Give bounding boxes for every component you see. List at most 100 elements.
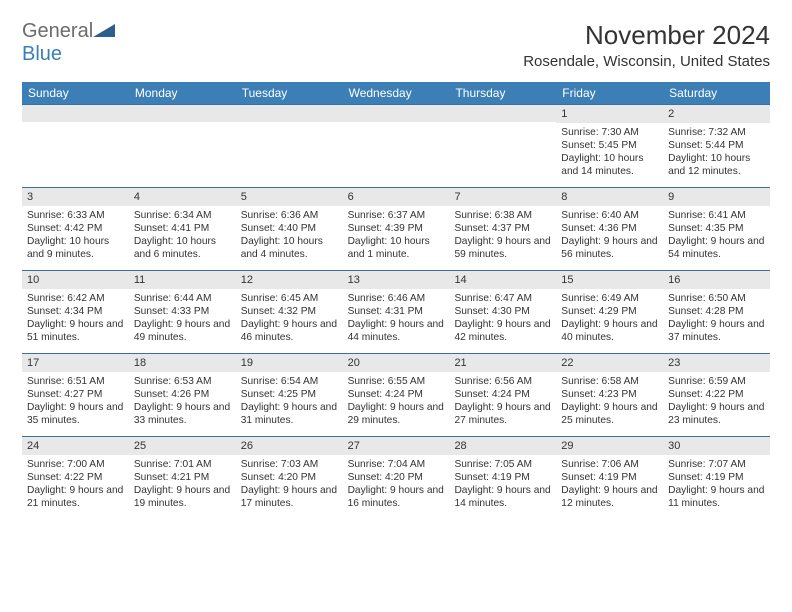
weekday-label: Sunday [22, 82, 129, 104]
sunrise-text: Sunrise: 6:50 AM [668, 292, 765, 305]
day-info: Sunrise: 6:47 AMSunset: 4:30 PMDaylight:… [449, 289, 556, 348]
day-number: 22 [556, 354, 663, 372]
day-info: Sunrise: 6:50 AMSunset: 4:28 PMDaylight:… [663, 289, 770, 348]
sunset-text: Sunset: 4:23 PM [561, 388, 658, 401]
day-number: 26 [236, 437, 343, 455]
day-info: Sunrise: 6:36 AMSunset: 4:40 PMDaylight:… [236, 206, 343, 265]
sunset-text: Sunset: 5:45 PM [561, 139, 658, 152]
sunrise-text: Sunrise: 6:36 AM [241, 209, 338, 222]
sunrise-text: Sunrise: 7:06 AM [561, 458, 658, 471]
weekday-header: SundayMondayTuesdayWednesdayThursdayFrid… [22, 82, 770, 104]
day-number: 5 [236, 188, 343, 206]
day-info: Sunrise: 6:58 AMSunset: 4:23 PMDaylight:… [556, 372, 663, 431]
weeks-container: 1Sunrise: 7:30 AMSunset: 5:45 PMDaylight… [22, 104, 770, 519]
day-cell: 14Sunrise: 6:47 AMSunset: 4:30 PMDayligh… [449, 271, 556, 353]
day-number [449, 105, 556, 122]
day-info: Sunrise: 7:01 AMSunset: 4:21 PMDaylight:… [129, 455, 236, 514]
daylight-text: Daylight: 10 hours and 1 minute. [348, 235, 445, 261]
sunrise-text: Sunrise: 7:07 AM [668, 458, 765, 471]
day-cell [343, 105, 450, 187]
day-cell [449, 105, 556, 187]
daylight-text: Daylight: 9 hours and 56 minutes. [561, 235, 658, 261]
sunrise-text: Sunrise: 6:34 AM [134, 209, 231, 222]
day-number: 4 [129, 188, 236, 206]
daylight-text: Daylight: 9 hours and 59 minutes. [454, 235, 551, 261]
header: General Blue November 2024 Rosendale, Wi… [22, 20, 770, 70]
day-info: Sunrise: 6:41 AMSunset: 4:35 PMDaylight:… [663, 206, 770, 265]
day-number: 25 [129, 437, 236, 455]
daylight-text: Daylight: 9 hours and 44 minutes. [348, 318, 445, 344]
sunset-text: Sunset: 4:27 PM [27, 388, 124, 401]
sunset-text: Sunset: 4:22 PM [27, 471, 124, 484]
daylight-text: Daylight: 9 hours and 11 minutes. [668, 484, 765, 510]
sunrise-text: Sunrise: 7:03 AM [241, 458, 338, 471]
day-info: Sunrise: 7:03 AMSunset: 4:20 PMDaylight:… [236, 455, 343, 514]
day-cell: 3Sunrise: 6:33 AMSunset: 4:42 PMDaylight… [22, 188, 129, 270]
sunset-text: Sunset: 4:21 PM [134, 471, 231, 484]
sunrise-text: Sunrise: 6:38 AM [454, 209, 551, 222]
day-cell: 12Sunrise: 6:45 AMSunset: 4:32 PMDayligh… [236, 271, 343, 353]
day-info: Sunrise: 6:56 AMSunset: 4:24 PMDaylight:… [449, 372, 556, 431]
sunrise-text: Sunrise: 7:30 AM [561, 126, 658, 139]
daylight-text: Daylight: 9 hours and 12 minutes. [561, 484, 658, 510]
day-cell: 4Sunrise: 6:34 AMSunset: 4:41 PMDaylight… [129, 188, 236, 270]
day-number [22, 105, 129, 122]
daylight-text: Daylight: 9 hours and 23 minutes. [668, 401, 765, 427]
sunset-text: Sunset: 4:19 PM [668, 471, 765, 484]
weekday-label: Monday [129, 82, 236, 104]
sunset-text: Sunset: 4:36 PM [561, 222, 658, 235]
weekday-label: Wednesday [343, 82, 450, 104]
day-info: Sunrise: 6:59 AMSunset: 4:22 PMDaylight:… [663, 372, 770, 431]
day-cell: 28Sunrise: 7:05 AMSunset: 4:19 PMDayligh… [449, 437, 556, 519]
day-number [236, 105, 343, 122]
daylight-text: Daylight: 9 hours and 16 minutes. [348, 484, 445, 510]
sunset-text: Sunset: 4:32 PM [241, 305, 338, 318]
day-number [343, 105, 450, 122]
day-cell: 21Sunrise: 6:56 AMSunset: 4:24 PMDayligh… [449, 354, 556, 436]
week-row: 1Sunrise: 7:30 AMSunset: 5:45 PMDaylight… [22, 104, 770, 187]
daylight-text: Daylight: 9 hours and 37 minutes. [668, 318, 765, 344]
sunrise-text: Sunrise: 6:58 AM [561, 375, 658, 388]
sunrise-text: Sunrise: 7:04 AM [348, 458, 445, 471]
daylight-text: Daylight: 9 hours and 33 minutes. [134, 401, 231, 427]
calendar: SundayMondayTuesdayWednesdayThursdayFrid… [22, 82, 770, 519]
day-number: 19 [236, 354, 343, 372]
day-info: Sunrise: 7:06 AMSunset: 4:19 PMDaylight:… [556, 455, 663, 514]
day-info: Sunrise: 7:04 AMSunset: 4:20 PMDaylight:… [343, 455, 450, 514]
sunset-text: Sunset: 4:20 PM [241, 471, 338, 484]
sunset-text: Sunset: 4:26 PM [134, 388, 231, 401]
day-cell: 22Sunrise: 6:58 AMSunset: 4:23 PMDayligh… [556, 354, 663, 436]
day-number: 14 [449, 271, 556, 289]
day-cell: 5Sunrise: 6:36 AMSunset: 4:40 PMDaylight… [236, 188, 343, 270]
day-number [129, 105, 236, 122]
day-cell: 8Sunrise: 6:40 AMSunset: 4:36 PMDaylight… [556, 188, 663, 270]
weekday-label: Saturday [663, 82, 770, 104]
day-number: 28 [449, 437, 556, 455]
day-info: Sunrise: 6:44 AMSunset: 4:33 PMDaylight:… [129, 289, 236, 348]
day-cell: 13Sunrise: 6:46 AMSunset: 4:31 PMDayligh… [343, 271, 450, 353]
daylight-text: Daylight: 9 hours and 25 minutes. [561, 401, 658, 427]
sunrise-text: Sunrise: 7:32 AM [668, 126, 765, 139]
weekday-label: Friday [556, 82, 663, 104]
sunrise-text: Sunrise: 6:40 AM [561, 209, 658, 222]
day-info: Sunrise: 6:34 AMSunset: 4:41 PMDaylight:… [129, 206, 236, 265]
day-cell: 25Sunrise: 7:01 AMSunset: 4:21 PMDayligh… [129, 437, 236, 519]
sunset-text: Sunset: 4:20 PM [348, 471, 445, 484]
day-cell: 6Sunrise: 6:37 AMSunset: 4:39 PMDaylight… [343, 188, 450, 270]
day-number: 10 [22, 271, 129, 289]
day-info: Sunrise: 6:46 AMSunset: 4:31 PMDaylight:… [343, 289, 450, 348]
sunset-text: Sunset: 4:41 PM [134, 222, 231, 235]
day-cell: 1Sunrise: 7:30 AMSunset: 5:45 PMDaylight… [556, 105, 663, 187]
day-number: 30 [663, 437, 770, 455]
day-number: 2 [663, 105, 770, 123]
day-number: 3 [22, 188, 129, 206]
sunrise-text: Sunrise: 7:05 AM [454, 458, 551, 471]
sunrise-text: Sunrise: 7:00 AM [27, 458, 124, 471]
day-number: 12 [236, 271, 343, 289]
day-cell: 9Sunrise: 6:41 AMSunset: 4:35 PMDaylight… [663, 188, 770, 270]
sunrise-text: Sunrise: 6:51 AM [27, 375, 124, 388]
daylight-text: Daylight: 10 hours and 9 minutes. [27, 235, 124, 261]
sunset-text: Sunset: 5:44 PM [668, 139, 765, 152]
day-info: Sunrise: 6:38 AMSunset: 4:37 PMDaylight:… [449, 206, 556, 265]
sunset-text: Sunset: 4:22 PM [668, 388, 765, 401]
